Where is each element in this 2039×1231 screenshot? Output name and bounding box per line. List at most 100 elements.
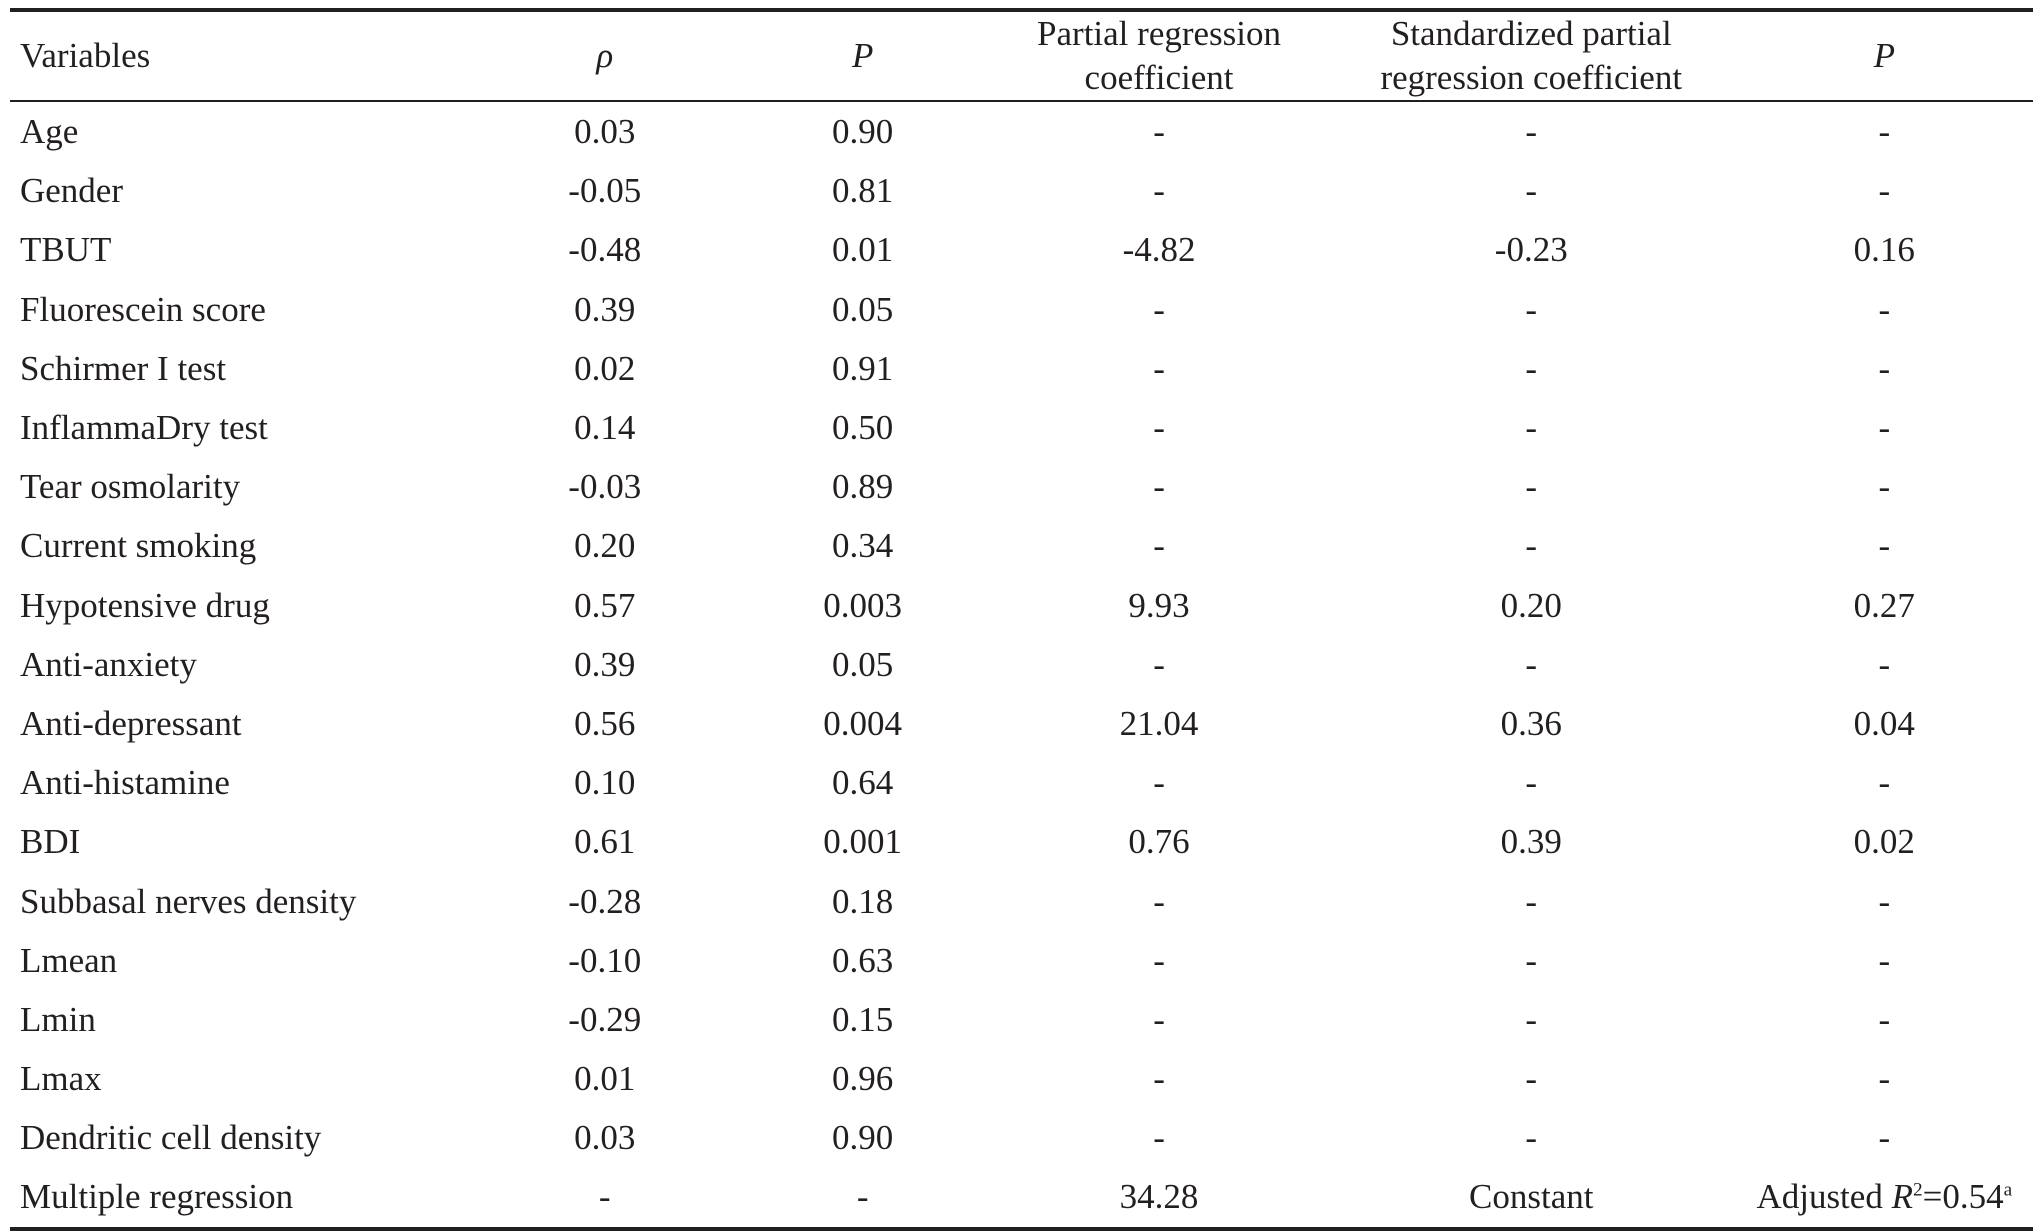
cell-p-multivariate: -	[1878, 408, 1891, 448]
cell-partial-coefficient: -	[1153, 526, 1165, 566]
cell-partial-coefficient: 0.76	[1128, 822, 1190, 862]
cell-rho: 0.03	[574, 112, 636, 152]
table-body: Age 0.03 0.90- - - Gender -0.05 0.81- - - TBUT -0.4…	[10, 101, 2033, 1231]
cell-p-multivariate: 0.27	[1853, 585, 1915, 625]
cell-partial-coefficient: -	[1153, 644, 1165, 684]
table-row: BDI 0.61 0.001 0.76 0.39 0.02	[10, 812, 2033, 871]
cell-partial-coefficient: -	[1153, 999, 1165, 1039]
cell-variable: Hypotensive drug	[20, 585, 270, 625]
adjusted-prefix: Adjusted	[1756, 1177, 1892, 1217]
header-standardized-partial-regression-coefficient: Standardized partial regression coeffici…	[1326, 12, 1736, 102]
header-variables: Variables	[10, 12, 476, 102]
cell-standardized-coefficient: 0.39	[1500, 822, 1562, 862]
table-row: Tear osmolarity -0.03 0.89 - - -	[10, 457, 2033, 516]
table-row: Anti-histamine 0.10 0.64 - - -	[10, 753, 2033, 812]
adjusted-r-symbol: R	[1891, 1177, 1913, 1217]
cell-partial-coefficient: -	[1153, 881, 1165, 921]
cell-variable: Fluorescein score	[20, 289, 266, 329]
table-row: Hypotensive drug 0.57 0.003 9.93 0.20 0.27	[10, 576, 2033, 635]
cell-partial-coefficient: -4.82	[1122, 230, 1196, 270]
header-partial-line1: Partial regression	[1037, 14, 1282, 53]
cell-rho: 0.14	[574, 408, 636, 448]
cell-rho: 0.03	[574, 1118, 636, 1158]
cell-p-multivariate: -	[1878, 171, 1891, 211]
cell-rho: 0.10	[574, 763, 636, 803]
cell-p-multivariate: 0.02	[1853, 822, 1915, 862]
cell-standardized-coefficient: -	[1525, 1118, 1538, 1158]
cell-standardized-coefficient: -	[1525, 348, 1538, 388]
cell-partial-coefficient: -	[1153, 940, 1165, 980]
cell-partial-coefficient: -	[1153, 1059, 1165, 1099]
cell-p: 0.64	[832, 763, 894, 803]
cell-rho: 0.20	[574, 526, 636, 566]
cell-variable: Age	[20, 112, 79, 152]
cell-standardized-coefficient: Constant	[1326, 1167, 1736, 1231]
cell-standardized-coefficient: -	[1525, 881, 1538, 921]
cell-p: 0.91	[832, 348, 894, 388]
cell-p: 0.90	[832, 112, 894, 152]
cell-partial-coefficient: -	[1153, 408, 1165, 448]
table-row: Age 0.03 0.90 - - -	[10, 101, 2033, 161]
table-row: Lmax 0.01 0.96 - - -	[10, 1049, 2033, 1108]
cell-p-multivariate: -	[1878, 1118, 1891, 1158]
cell-p-multivariate: -	[1878, 881, 1891, 921]
cell-p-multivariate: -	[1878, 289, 1891, 329]
cell-rho: -0.05	[568, 171, 642, 211]
cell-variable: Multiple regression	[10, 1167, 476, 1231]
table-header: Variables ρ P Partial regression coeffic…	[10, 8, 2033, 102]
table-row: Subbasal nerves density -0.28 0.18 - - -	[10, 871, 2033, 930]
cell-standardized-coefficient: 0.20	[1500, 585, 1562, 625]
cell-partial-coefficient: -	[1153, 763, 1165, 803]
header-p-univariate: P	[734, 12, 992, 102]
cell-p-multivariate: -	[1878, 112, 1891, 152]
table-row: Lmin -0.29 0.15 - - -	[10, 990, 2033, 1049]
cell-p: 0.01	[832, 230, 894, 270]
cell-partial-coefficient: -	[1153, 467, 1165, 507]
cell-p-multivariate: 0.04	[1853, 703, 1915, 743]
adjusted-footnote-mark: a	[2003, 1179, 2013, 1201]
cell-standardized-coefficient: 0.36	[1500, 703, 1562, 743]
cell-partial-coefficient: 9.93	[1128, 585, 1190, 625]
cell-rho: 0.56	[574, 703, 636, 743]
cell-standardized-coefficient: -0.23	[1494, 230, 1568, 270]
cell-p: 0.004	[823, 703, 903, 743]
cell-p: 0.18	[832, 881, 894, 921]
table-row: TBUT -0.48 0.01 -4.82 -0.23 0.16	[10, 220, 2033, 279]
header-rho: ρ	[475, 12, 735, 102]
cell-variable: Gender	[20, 171, 124, 211]
cell-p: 0.001	[823, 822, 903, 862]
cell-partial-coefficient: -	[1153, 348, 1165, 388]
table-row: Current smoking 0.20 0.34 - - -	[10, 516, 2033, 575]
cell-standardized-coefficient: -	[1525, 644, 1538, 684]
cell-p-multivariate: -	[1878, 348, 1891, 388]
cell-standardized-coefficient: -	[1525, 999, 1538, 1039]
cell-partial-coefficient: -	[1153, 112, 1165, 152]
header-row: Variables ρ P Partial regression coeffic…	[10, 12, 2033, 102]
cell-partial-coefficient: -	[1153, 171, 1165, 211]
cell-partial-coefficient: 21.04	[1119, 703, 1199, 743]
cell-rho: -0.48	[568, 230, 642, 270]
cell-p: 0.05	[832, 644, 894, 684]
table-row: Gender -0.05 0.81 - - -	[10, 161, 2033, 220]
cell-p-multivariate: -	[1878, 940, 1891, 980]
cell-rho: 0.61	[574, 822, 636, 862]
cell-variable: TBUT	[20, 230, 112, 270]
cell-rho: -0.10	[568, 940, 642, 980]
cell-variable: Lmax	[20, 1059, 102, 1099]
header-standardized-line2: regression coefficient	[1380, 58, 1683, 97]
cell-variable: Anti-anxiety	[20, 644, 197, 684]
cell-variable: Dendritic cell density	[20, 1118, 322, 1158]
header-p-multivariate: P	[1735, 12, 2033, 102]
cell-p: 0.96	[832, 1059, 894, 1099]
cell-standardized-coefficient: -	[1525, 408, 1538, 448]
cell-p: -	[734, 1167, 992, 1231]
cell-p: 0.63	[832, 940, 894, 980]
cell-p: 0.003	[823, 585, 903, 625]
cell-variable: Schirmer I test	[20, 348, 227, 388]
cell-p: 0.50	[832, 408, 894, 448]
cell-p: 0.89	[832, 467, 894, 507]
cell-p-multivariate: -	[1878, 467, 1891, 507]
cell-standardized-coefficient: -	[1525, 763, 1538, 803]
cell-p-multivariate: -	[1878, 526, 1891, 566]
header-partial-line2: coefficient	[1084, 58, 1234, 97]
